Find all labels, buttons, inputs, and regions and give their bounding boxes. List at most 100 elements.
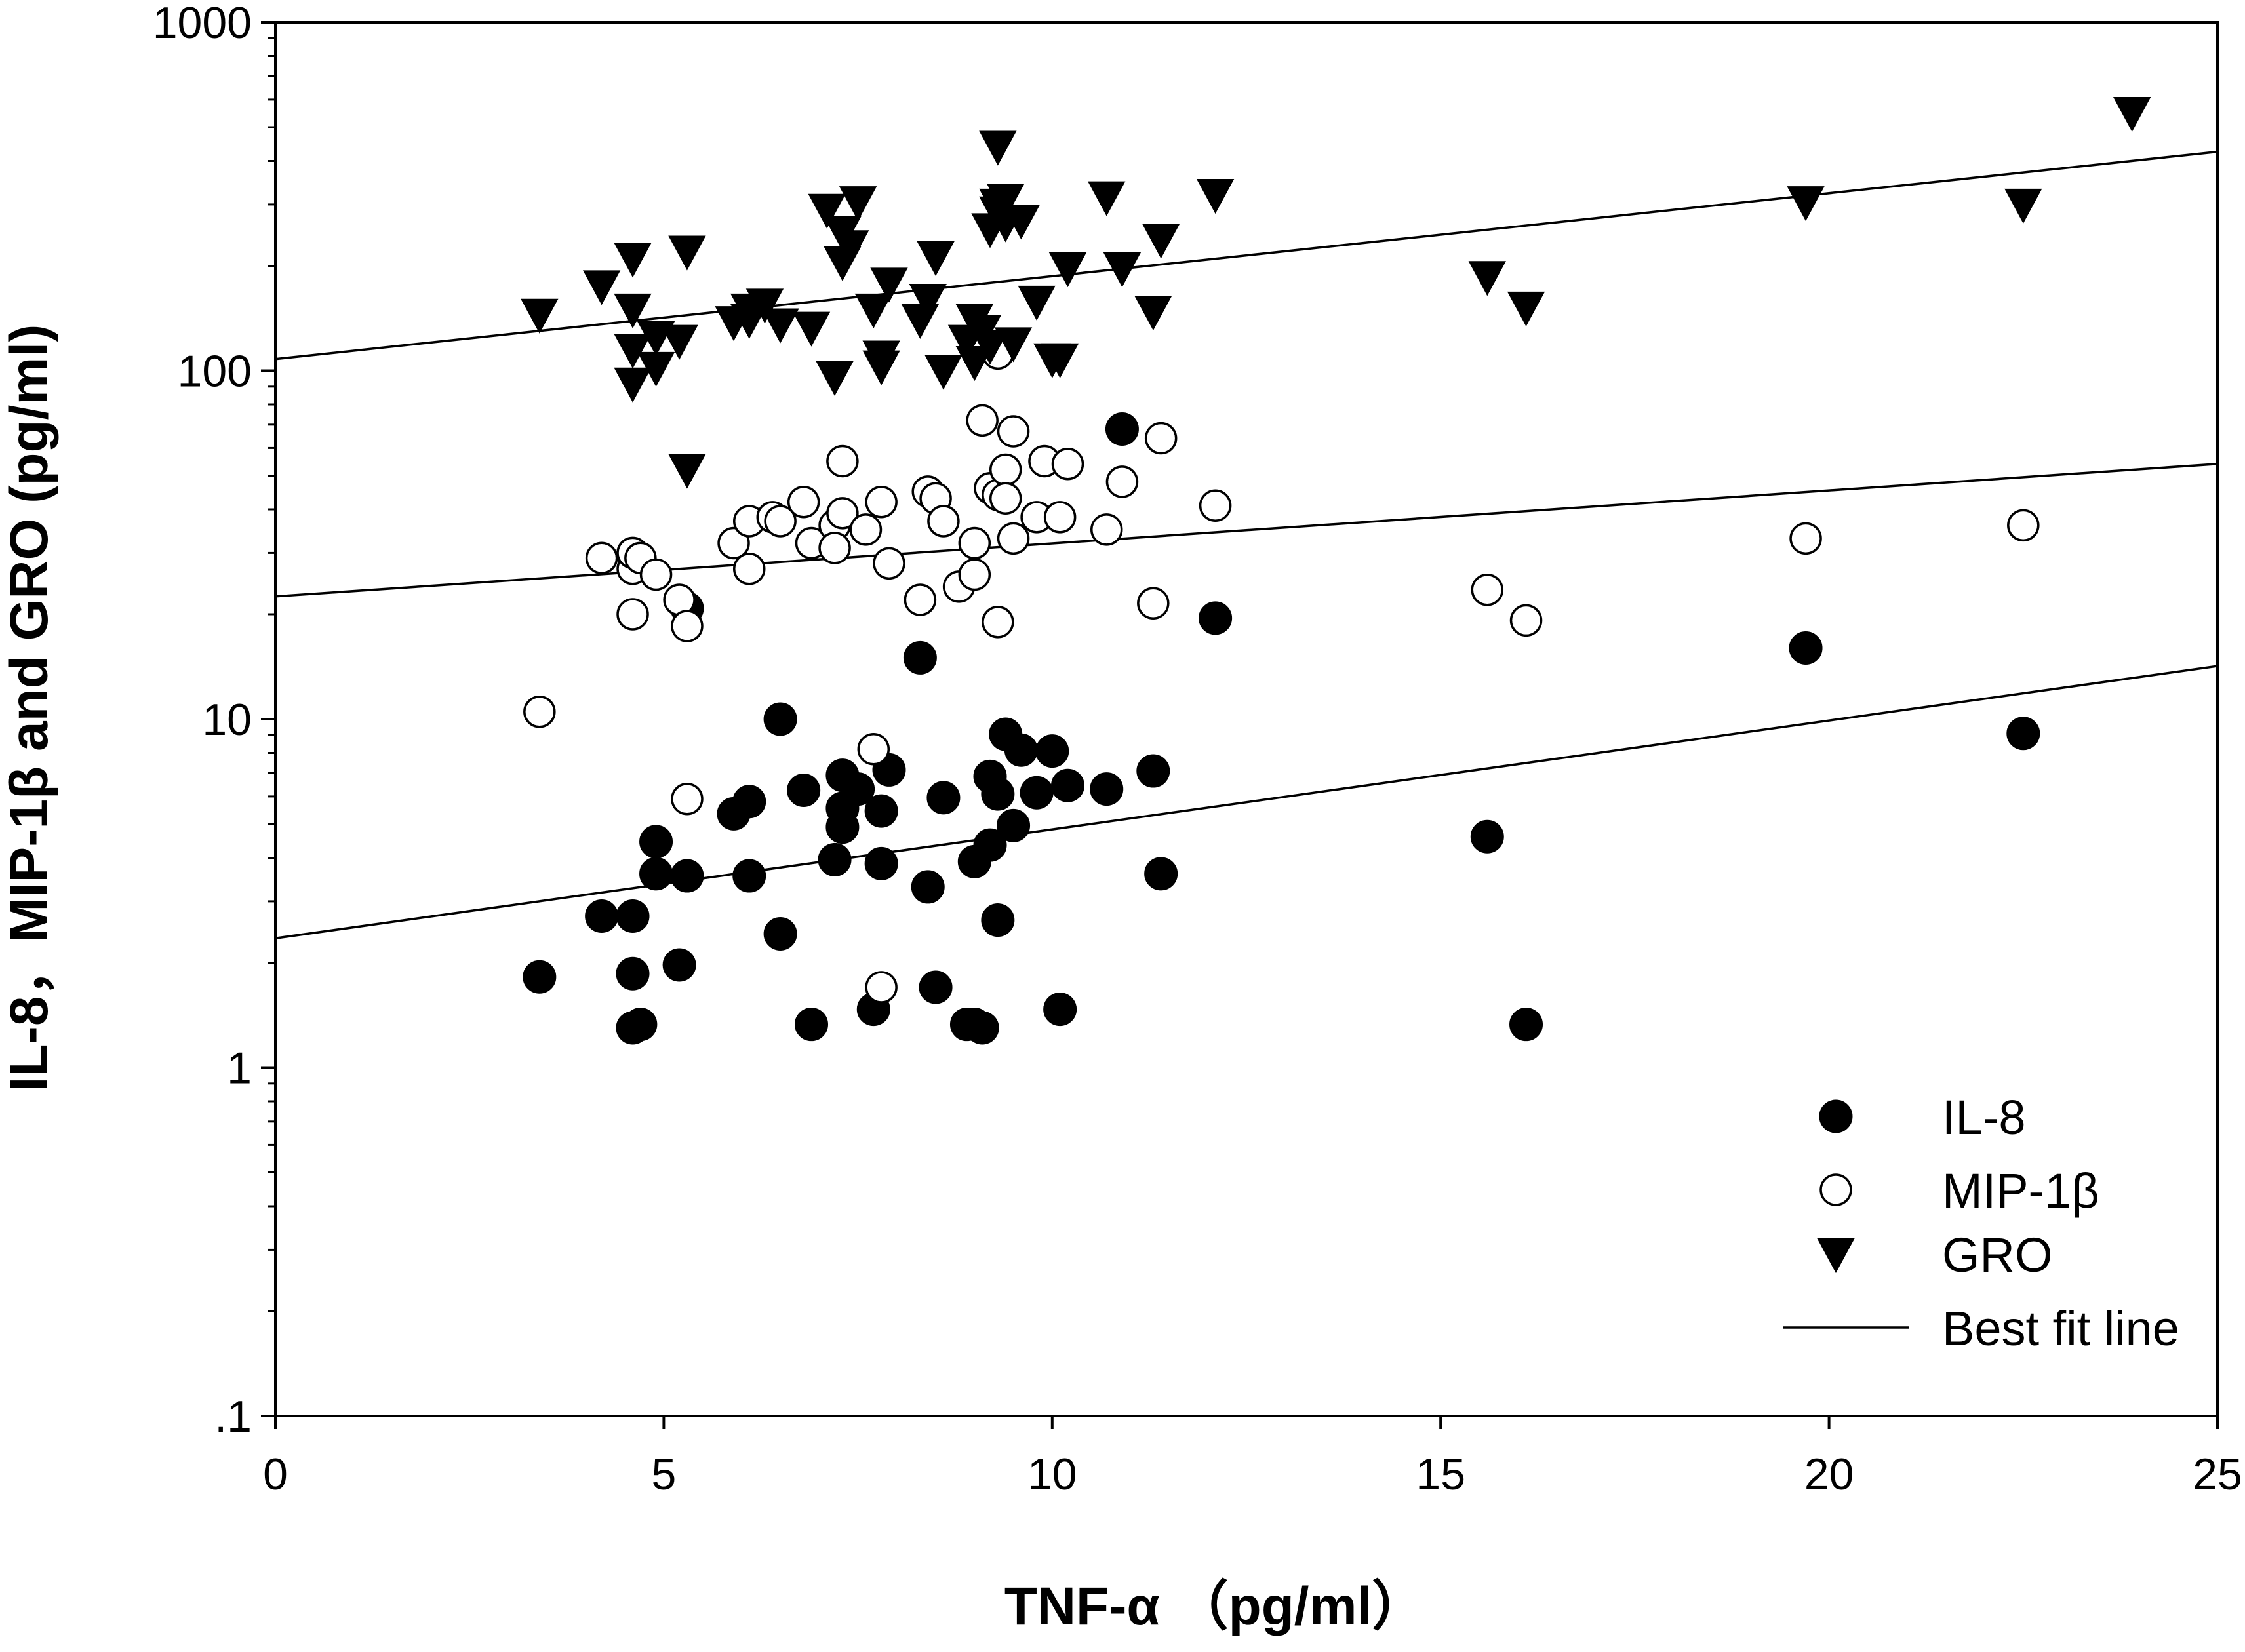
il-8-point — [864, 846, 898, 880]
legend-label-gro: GRO — [1942, 1228, 2053, 1282]
legend-label-il-8: IL-8 — [1942, 1090, 2026, 1145]
mip-1--point — [997, 522, 1030, 555]
legend-swatch-mip-1- — [1819, 1173, 1852, 1206]
gro-point — [521, 298, 559, 334]
mip-1--point — [966, 404, 999, 437]
mip-1--point — [732, 552, 766, 585]
best-fit-lines — [275, 150, 2218, 940]
mip-1--point — [2007, 509, 2040, 542]
il-8-point — [1789, 631, 1823, 665]
best-fit-line-gro — [275, 150, 2218, 361]
il-8-point — [1050, 768, 1084, 802]
il-8-point — [965, 1011, 999, 1045]
mip-1--point — [671, 610, 704, 642]
x-tick-label: 5 — [651, 1449, 676, 1499]
mip-1--point — [1471, 574, 1504, 606]
best-fit-line-il-8 — [275, 665, 2218, 940]
il-8-point — [864, 794, 898, 828]
gro-point — [761, 308, 799, 344]
gro-point — [1134, 296, 1172, 331]
mip-1--point — [1043, 501, 1077, 534]
x-tick-label: 0 — [263, 1449, 288, 1499]
mip-1--point — [989, 453, 1022, 486]
mip-1--point — [1051, 447, 1084, 481]
gro-point — [745, 288, 784, 324]
il-8-point — [670, 859, 704, 893]
il-8-point — [903, 640, 937, 675]
il-8-point — [1004, 733, 1038, 767]
y-tick-label: 1000 — [153, 0, 252, 48]
gro-point — [979, 130, 1017, 166]
il-8-point — [981, 903, 1015, 937]
plot-border — [274, 21, 2219, 1417]
il-8-point — [2006, 717, 2040, 751]
gro-point — [1018, 285, 1056, 321]
gro-point — [1041, 343, 1079, 378]
il-8-point — [1020, 776, 1054, 810]
il-8-point — [732, 785, 766, 819]
gro-point — [839, 186, 877, 222]
gro-point — [637, 351, 675, 387]
il-8-point — [763, 702, 797, 736]
mip-1--point — [865, 971, 898, 1004]
mip-1--point — [717, 526, 750, 560]
mip-1--point — [873, 547, 905, 580]
il-8-point — [585, 899, 619, 934]
il-8-point — [919, 970, 953, 1004]
gro-point — [1103, 252, 1142, 288]
y-tick-label: 100 — [178, 347, 252, 397]
x-tick-label: 25 — [2193, 1449, 2242, 1499]
gro-point — [614, 334, 652, 369]
mip-1--point — [639, 558, 673, 591]
il-8-point — [795, 1008, 829, 1042]
il-8-point — [763, 917, 797, 951]
mip-1--point — [997, 415, 1030, 448]
mip-1--point — [826, 444, 859, 478]
il-8-point — [997, 808, 1031, 842]
gro-point — [1787, 186, 1825, 222]
il-8-point — [616, 899, 650, 934]
mip-1--point — [1090, 513, 1123, 546]
gro-point — [2113, 96, 2151, 132]
il-8-point — [732, 859, 766, 893]
x-tick-label: 10 — [1027, 1449, 1077, 1499]
y-tick-label: 1 — [227, 1044, 252, 1093]
gro-point — [1142, 224, 1180, 259]
mip-1--point — [585, 541, 618, 574]
x-axis: 0 5 10 15 20 25 — [263, 1416, 2242, 1499]
il-8-point — [1144, 857, 1178, 891]
il-8-point — [639, 825, 673, 859]
gro-point — [1507, 291, 1545, 326]
gro-point — [994, 327, 1033, 363]
mip-1--point — [904, 583, 937, 616]
y-axis-title: IL-8，MIP-1β and GRO (pg/ml) — [0, 324, 59, 1092]
mip-1--point — [989, 482, 1022, 515]
gro-point — [854, 293, 892, 329]
y-axis: .1 1 10 100 1000 — [153, 0, 275, 1442]
mip-1--point — [958, 526, 991, 560]
plot-area — [274, 21, 2219, 1417]
gro-point — [614, 367, 652, 403]
gro-point — [862, 350, 900, 385]
mip-1--point — [857, 733, 890, 766]
mip-1--point — [671, 783, 704, 816]
gro-point — [614, 243, 652, 278]
mip-1--point — [616, 598, 649, 631]
gro-point — [660, 324, 698, 360]
il-8-point — [1470, 819, 1504, 854]
il-8-point — [1199, 601, 1233, 635]
legend-label-best-fit-line: Best fit line — [1942, 1301, 2179, 1356]
mip-1--point — [1144, 422, 1178, 455]
mip-1--point — [1199, 489, 1232, 522]
gro-point — [1468, 261, 1506, 296]
x-tick-label: 20 — [1804, 1449, 1854, 1499]
gro-point — [955, 346, 993, 382]
legend: IL-8 MIP-1β GRO Best fit line — [1783, 1090, 2179, 1356]
gro-point — [917, 241, 955, 277]
gro-point — [792, 311, 831, 347]
mip-1--point — [1509, 604, 1543, 637]
gro-point — [808, 193, 846, 229]
il-8-point — [926, 781, 961, 815]
mip-1--point — [787, 485, 820, 519]
